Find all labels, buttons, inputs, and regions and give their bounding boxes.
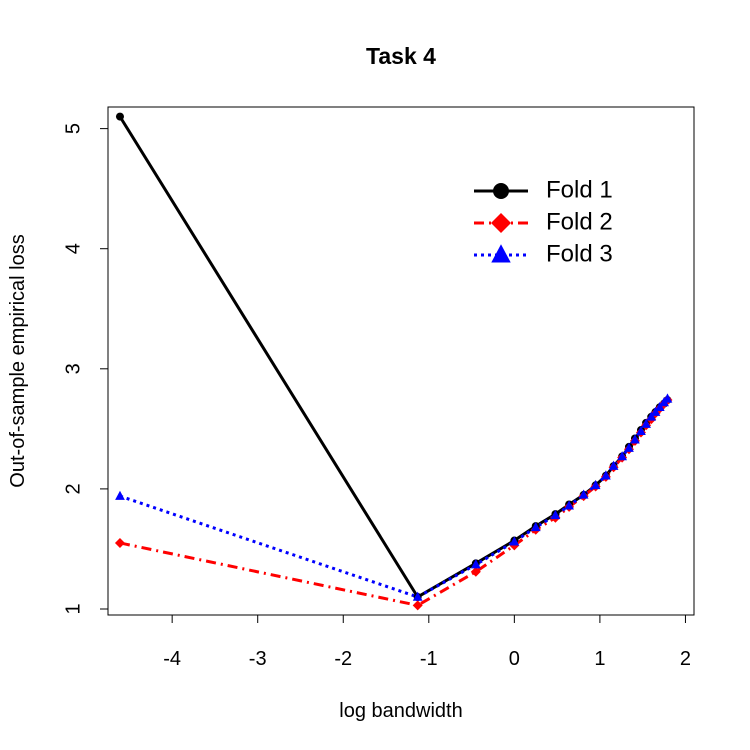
data-point (564, 500, 574, 510)
y-tick-label: 5 (62, 123, 84, 134)
data-point (636, 425, 646, 436)
data-point (654, 401, 665, 412)
y-axis: 1 2 3 4 5 (62, 123, 109, 615)
data-point (601, 470, 611, 480)
legend-label: Fold 1 (546, 176, 613, 203)
x-tick-label: -2 (334, 648, 352, 670)
x-axis: -4 -3 -2 -1 0 1 2 (163, 614, 691, 670)
data-point (630, 434, 640, 444)
legend-entry: Fold 2 (474, 208, 613, 235)
x-axis-label: log bandwidth (339, 700, 462, 722)
x-tick-label: 1 (594, 648, 605, 670)
data-point (115, 112, 124, 121)
legend-label: Fold 2 (546, 208, 613, 235)
legend-marker (491, 213, 511, 233)
legend-entry: Fold 1 (474, 176, 613, 203)
y-tick-label: 2 (62, 483, 84, 494)
series-markers-fold-3 (115, 393, 673, 601)
legend-marker (493, 183, 509, 199)
series-line (119, 398, 669, 607)
x-tick-label: -3 (249, 648, 267, 670)
data-point (412, 600, 423, 611)
y-tick-label: 3 (62, 363, 84, 374)
chart-title: Task 4 (366, 43, 436, 69)
data-point (641, 418, 651, 428)
data-point (114, 537, 125, 548)
y-tick-label: 1 (62, 603, 84, 614)
data-point (470, 559, 481, 569)
data-point (509, 536, 520, 546)
legend-label: Fold 3 (546, 240, 613, 267)
data-point (470, 566, 481, 577)
data-point (115, 490, 125, 500)
data-point (624, 442, 634, 452)
data-point (650, 406, 661, 416)
data-point (662, 393, 673, 403)
data-point (646, 411, 657, 421)
data-point (578, 489, 589, 499)
x-tick-label: 0 (509, 648, 520, 670)
x-tick-label: -4 (163, 648, 181, 670)
x-tick-label: 2 (680, 648, 691, 670)
legend-entry: Fold 3 (474, 240, 613, 267)
legend: Fold 1 Fold 2 Fold 3 (474, 176, 613, 267)
y-axis-label: Out-of-sample empirical loss (7, 234, 29, 487)
data-point (617, 451, 628, 461)
data-point (530, 521, 541, 532)
y-tick-label: 4 (62, 243, 84, 254)
data-point (412, 591, 423, 601)
data-point (550, 509, 561, 520)
legend-marker (491, 244, 511, 263)
data-point (608, 460, 619, 470)
series-fold-2 (119, 398, 669, 607)
data-point (590, 479, 601, 490)
series-markers-fold-2 (114, 395, 673, 611)
x-tick-label: -1 (420, 648, 438, 670)
series-layer (114, 112, 673, 611)
